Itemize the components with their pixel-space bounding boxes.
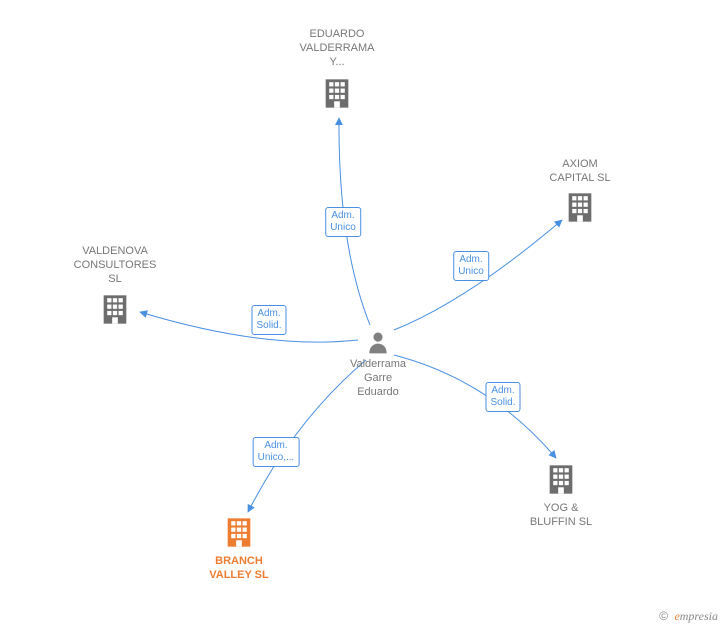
edge — [140, 312, 358, 342]
center-person-label: Valderrama Garre Eduardo — [333, 358, 423, 399]
building-icon — [320, 77, 354, 111]
edge-label-branch: Adm. Unico,... — [253, 437, 300, 467]
company-label-branch: BRANCH VALLEY SL — [184, 555, 294, 583]
building-icon — [222, 516, 256, 550]
edge-label-yog: Adm. Solid. — [485, 382, 520, 412]
company-label-eduardo: EDUARDO VALDERRAMA Y... — [282, 28, 392, 69]
person-icon — [365, 329, 391, 357]
edge-label-axiom: Adm. Unico — [453, 251, 489, 281]
watermark: © empresia — [659, 609, 718, 624]
edge-label-valdenova: Adm. Solid. — [251, 305, 286, 335]
building-icon — [98, 293, 132, 327]
company-node-axiom[interactable] — [563, 191, 597, 230]
company-label-valdenova: VALDENOVA CONSULTORES SL — [60, 245, 170, 286]
center-person-node[interactable] — [365, 329, 391, 362]
building-icon — [544, 463, 578, 497]
copyright-symbol: © — [659, 609, 668, 623]
company-node-branch[interactable] — [222, 516, 256, 555]
brand-rest: mpresia — [680, 609, 718, 623]
company-label-axiom: AXIOM CAPITAL SL — [525, 158, 635, 186]
company-node-valdenova[interactable] — [98, 293, 132, 332]
company-node-yog[interactable] — [544, 463, 578, 502]
edge-label-eduardo: Adm. Unico — [325, 207, 361, 237]
building-icon — [563, 191, 597, 225]
company-node-eduardo[interactable] — [320, 77, 354, 116]
company-label-yog: YOG & BLUFFIN SL — [506, 502, 616, 530]
